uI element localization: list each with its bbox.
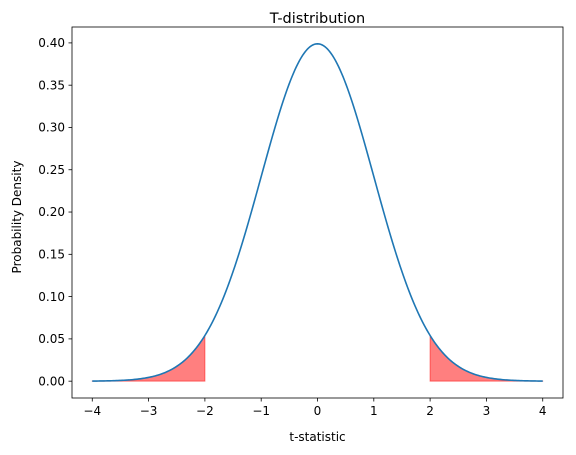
y-tick-label: 0.20 <box>38 205 65 219</box>
y-tick-label: 0.40 <box>38 36 65 50</box>
y-tick-label: 0.15 <box>38 248 65 262</box>
series-lines <box>92 42 543 382</box>
x-tick-label: 2 <box>426 404 434 418</box>
x-tick-label: 4 <box>539 404 547 418</box>
chart-title: T-distribution <box>269 11 365 27</box>
y-tick-label: 0.25 <box>38 163 65 177</box>
left-tail-region <box>91 333 206 382</box>
x-tick-label: 3 <box>483 404 491 418</box>
y-axis-ticks: 0.00 0.05 0.10 0.15 0.20 0.25 0.30 0.35 0.40 <box>38 36 72 388</box>
y-tick-label: 0.10 <box>38 290 65 304</box>
density-curve <box>92 42 543 382</box>
y-tick-label: 0.00 <box>38 374 65 388</box>
plot-frame <box>71 26 564 399</box>
x-tick-label: 1 <box>370 404 378 418</box>
x-axis-ticks: −4 −3 −2 −1 0 1 2 3 4 <box>83 398 547 418</box>
x-tick-label: −2 <box>196 404 214 418</box>
x-tick-label: −1 <box>252 404 270 418</box>
y-tick-label: 0.05 <box>38 332 65 346</box>
x-tick-label: −3 <box>140 404 158 418</box>
y-tick-label: 0.35 <box>38 78 65 92</box>
y-axis-label: Probability Density <box>10 161 24 274</box>
right-tail-region <box>429 333 544 382</box>
x-axis-label: t-statistic <box>289 430 345 444</box>
x-tick-label: −4 <box>83 404 101 418</box>
x-tick-label: 0 <box>314 404 322 418</box>
y-tick-label: 0.30 <box>38 121 65 135</box>
